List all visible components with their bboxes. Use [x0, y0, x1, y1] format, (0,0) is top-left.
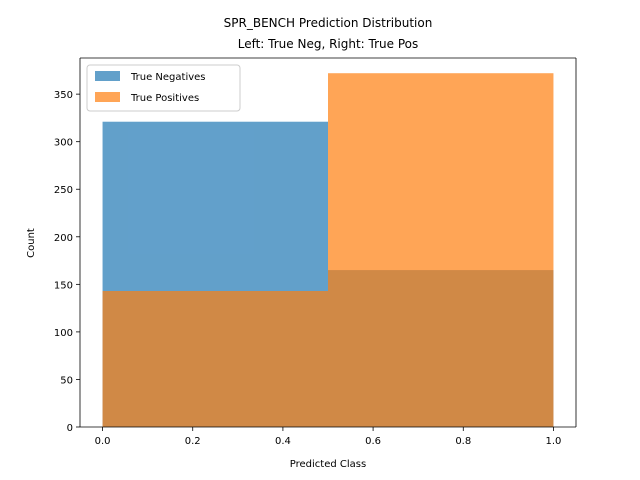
chart-title-line2: Left: True Neg, Right: True Pos — [238, 37, 419, 51]
bar-true-positives-0 — [102, 291, 328, 427]
x-tick-label: 0.0 — [95, 436, 111, 447]
x-tick-label: 0.8 — [455, 436, 471, 447]
axes — [79, 57, 577, 428]
y-tick-label: 100 — [54, 328, 73, 339]
legend-label-true-positives: True Positives — [130, 93, 199, 104]
y-tick-label: 250 — [54, 185, 73, 196]
bar-true-positives-1 — [328, 73, 554, 427]
legend-label-true-negatives: True Negatives — [130, 72, 206, 83]
ticks: 0.0 0.2 0.4 0.6 0.8 1.0 0 50 100 150 200 250 300 350 — [54, 90, 562, 447]
x-tick-label: 0.4 — [275, 436, 291, 447]
y-tick-label: 50 — [60, 375, 73, 386]
x-tick-label: 0.2 — [185, 436, 201, 447]
x-tick-label: 1.0 — [546, 436, 562, 447]
y-tick-label: 200 — [54, 233, 73, 244]
legend-swatch-true-positives — [95, 92, 120, 102]
histogram-bars — [102, 73, 554, 428]
legend: True Negatives True Positives — [86, 64, 241, 112]
legend-frame — [86, 64, 241, 112]
chart-title-line1: SPR_BENCH Prediction Distribution — [224, 16, 433, 30]
x-axis-label: Predicted Class — [290, 459, 366, 470]
y-tick-label: 150 — [54, 280, 73, 291]
y-tick-label: 0 — [67, 423, 73, 434]
y-tick-label: 350 — [54, 90, 73, 101]
legend-swatch-true-negatives — [95, 71, 120, 81]
y-axis-label: Count — [26, 228, 37, 258]
y-tick-label: 300 — [54, 138, 73, 149]
x-tick-label: 0.6 — [365, 436, 381, 447]
